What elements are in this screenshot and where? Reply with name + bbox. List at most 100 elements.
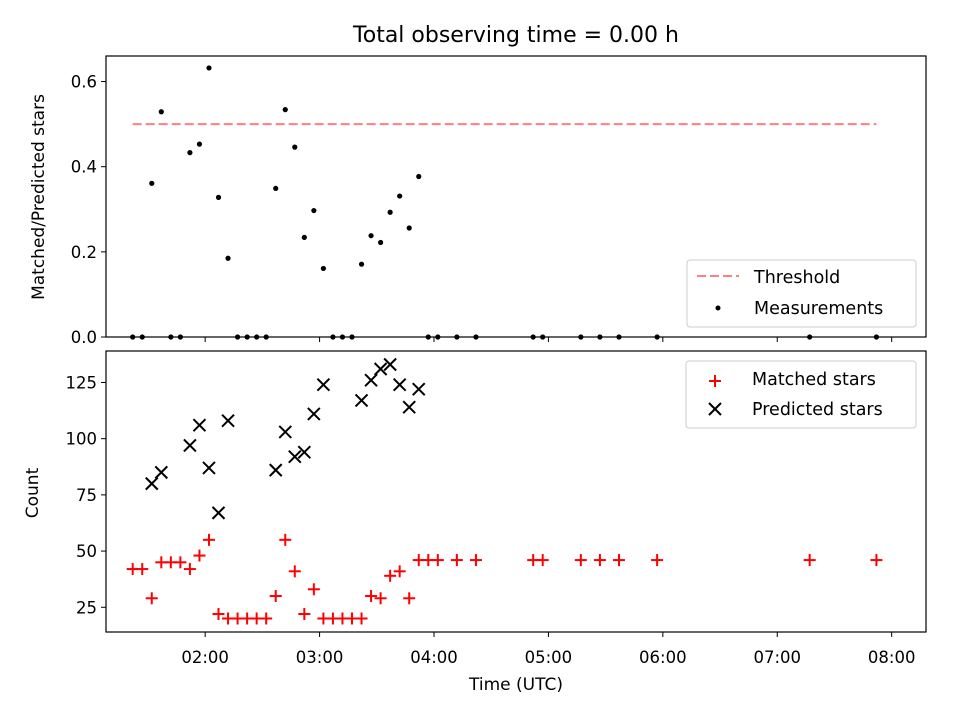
x-tick-label: 06:00 bbox=[639, 648, 687, 667]
legend-predicted-label: Predicted stars bbox=[752, 400, 883, 420]
matched-star-point bbox=[651, 554, 664, 567]
bottom-y-tick-label: 75 bbox=[76, 486, 97, 505]
matched-star-point bbox=[431, 554, 444, 567]
predicted-star-point bbox=[288, 449, 302, 464]
matched-star-point bbox=[803, 554, 816, 567]
x-tick-label: 03:00 bbox=[296, 648, 344, 667]
predicted-star-point bbox=[307, 407, 321, 421]
x-tick-label: 08:00 bbox=[868, 648, 916, 667]
measurement-point bbox=[311, 207, 317, 214]
measurement-point bbox=[187, 150, 193, 156]
matched-star-point bbox=[536, 554, 549, 567]
legend-measurements-marker bbox=[715, 305, 721, 311]
predicted-star-point bbox=[402, 400, 416, 414]
measurement-point bbox=[301, 234, 307, 240]
x-tick-label: 02:00 bbox=[181, 648, 229, 667]
legend-threshold-label: Threshold bbox=[753, 268, 840, 288]
matched-star-point bbox=[374, 592, 387, 605]
matched-star-point bbox=[870, 554, 883, 567]
predicted-star-point bbox=[278, 425, 292, 439]
matched-star-point bbox=[307, 583, 320, 596]
bottom-plot-layer: 25 50 75 100 125 02:00 03:00 04:00 05:00 06:00 07:… bbox=[66, 357, 916, 667]
matched-star-point bbox=[612, 554, 625, 567]
bottom-axes-frame bbox=[105, 350, 927, 633]
measurement-point bbox=[149, 180, 155, 186]
x-tick-label: 04:00 bbox=[410, 648, 458, 667]
predicted-star-point bbox=[364, 373, 378, 387]
legend-matched-label: Matched stars bbox=[752, 370, 876, 390]
measurement-point bbox=[368, 233, 374, 239]
measurement-point bbox=[387, 209, 393, 215]
bottom-y-tick-label: 125 bbox=[66, 373, 98, 392]
bottom-y-tick-label: 100 bbox=[66, 430, 98, 449]
bottom-y-tick-label: 50 bbox=[76, 542, 97, 561]
predicted-star-point bbox=[202, 461, 216, 475]
matched-star-point bbox=[260, 612, 273, 625]
bottom-y-tick-label: 25 bbox=[76, 598, 97, 617]
bottom-y-axis-label: Count bbox=[23, 467, 43, 518]
measurement-point bbox=[416, 173, 422, 180]
predicted-star-point bbox=[383, 357, 397, 372]
measurement-point bbox=[206, 65, 212, 71]
predicted-star-point bbox=[412, 382, 426, 396]
top-y-tick-label: 0.6 bbox=[71, 73, 97, 92]
measurement-point bbox=[358, 261, 365, 267]
matched-star-point bbox=[469, 554, 482, 567]
matched-star-point bbox=[202, 533, 215, 546]
measurement-point bbox=[292, 144, 298, 150]
legend-matched-marker bbox=[709, 375, 721, 387]
legend-measurements-label: Measurements bbox=[754, 299, 883, 319]
predicted-star-point bbox=[221, 413, 235, 428]
bottom-legend: Matched stars Predicted stars bbox=[685, 360, 917, 429]
top-y-axis-label: Matched/Predicted stars bbox=[29, 94, 49, 300]
matched-star-point bbox=[393, 565, 406, 578]
predicted-star-point bbox=[392, 378, 407, 392]
x-tick-label: 07:00 bbox=[753, 648, 801, 667]
top-axes-frame bbox=[105, 55, 927, 338]
top-y-tick-label: 0.0 bbox=[71, 328, 97, 347]
measurement-point bbox=[320, 265, 326, 272]
matched-star-point bbox=[212, 608, 225, 621]
matched-star-point bbox=[145, 592, 158, 605]
matched-star-point bbox=[574, 554, 587, 567]
measurement-point bbox=[378, 239, 384, 246]
matched-star-point bbox=[288, 565, 301, 578]
measurement-point bbox=[406, 225, 412, 231]
matched-star-point bbox=[193, 549, 206, 562]
measurement-point bbox=[215, 194, 222, 200]
bottom-panel: 25 50 75 100 125 02:00 03:00 04:00 05:00 06:00 07:… bbox=[23, 350, 927, 695]
matched-star-point bbox=[450, 554, 463, 567]
top-plot-layer: 0.0 0.2 0.4 0.6 bbox=[71, 65, 893, 347]
predicted-star-point bbox=[354, 393, 369, 408]
measurement-point bbox=[158, 109, 164, 115]
top-y-tick-label: 0.4 bbox=[71, 158, 97, 177]
matched-star-point bbox=[355, 612, 368, 625]
measurement-point bbox=[225, 255, 231, 261]
predicted-star-point bbox=[297, 445, 312, 459]
predicted-star-point bbox=[183, 438, 197, 453]
matched-star-point bbox=[269, 590, 282, 603]
predicted-star-point bbox=[145, 476, 159, 491]
bottom-legend-box bbox=[685, 360, 917, 429]
predicted-star-point bbox=[192, 418, 207, 432]
matched-star-point bbox=[174, 556, 187, 569]
matched-star-point bbox=[365, 590, 378, 603]
chart-title: Total observing time = 0.00 h bbox=[352, 23, 679, 48]
measurement-point bbox=[282, 107, 288, 113]
top-legend: Threshold Measurements bbox=[686, 259, 917, 328]
matched-star-point bbox=[403, 592, 416, 605]
x-tick-label: 05:00 bbox=[525, 648, 573, 667]
measurement-point bbox=[397, 193, 403, 199]
predicted-star-point bbox=[316, 378, 331, 392]
predicted-star-point bbox=[154, 465, 169, 480]
legend-predicted-marker bbox=[708, 402, 722, 416]
matched-star-point bbox=[183, 563, 196, 576]
matched-star-point bbox=[384, 569, 397, 582]
top-panel: Total observing time = 0.00 h 0.00.20.40… bbox=[29, 23, 927, 347]
top-y-tick-label: 0.2 bbox=[71, 243, 97, 262]
measurement-point bbox=[273, 185, 279, 192]
matched-star-point bbox=[593, 554, 606, 567]
predicted-star-point bbox=[373, 362, 388, 376]
